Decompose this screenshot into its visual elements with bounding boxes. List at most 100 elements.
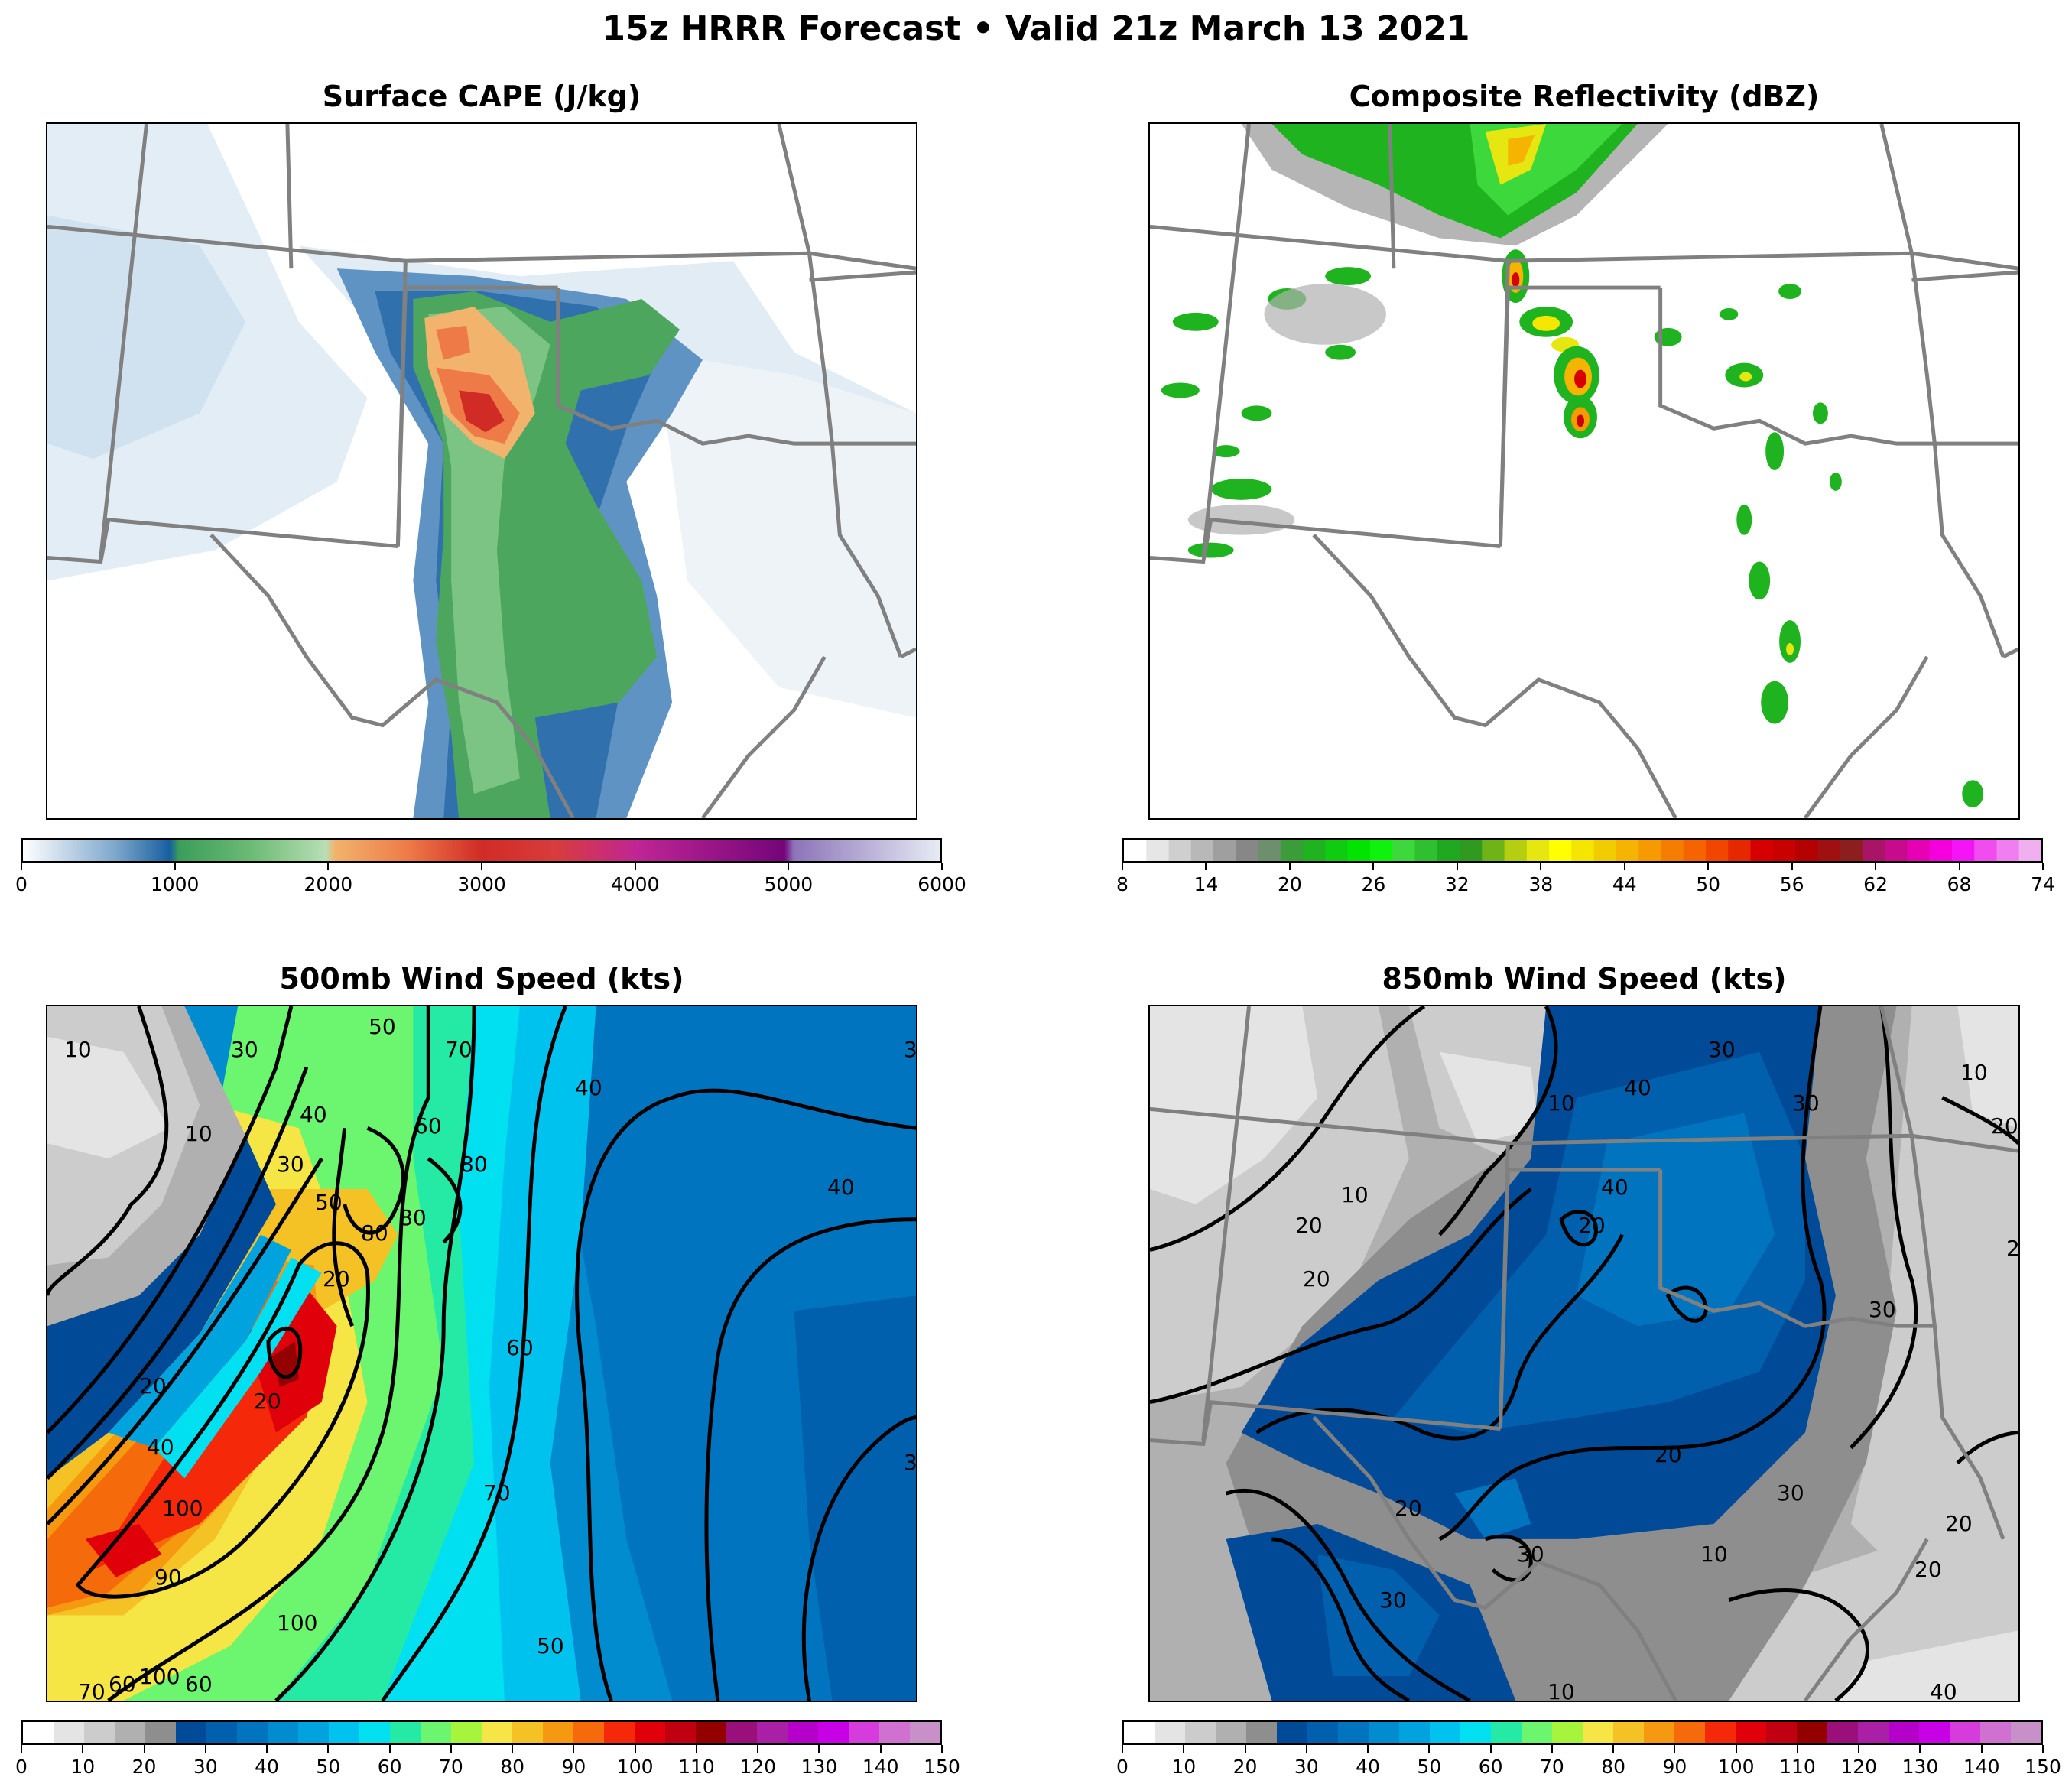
colorbar-swatch: [1460, 1722, 1492, 1743]
contour-label: 30: [1869, 1297, 1896, 1322]
contour-label: 100: [139, 1664, 180, 1689]
colorbar-tick-label: 5000: [764, 873, 814, 895]
colorbar-tickmark: [1183, 1745, 1185, 1753]
colorbar-swatch: [1521, 1722, 1553, 1743]
contour-label: 30: [904, 1450, 917, 1475]
colorbar-swatch: [1552, 1722, 1583, 1743]
colorbar-swatch: [849, 1722, 880, 1743]
colorbar-tickmark: [1875, 863, 1877, 870]
contour-label: 20: [139, 1373, 167, 1399]
colorbar-swatch: [1213, 840, 1236, 861]
colorbar-swatch: [53, 1722, 85, 1743]
colorbar-swatch: [451, 1722, 482, 1743]
contour-label: 30: [904, 1037, 917, 1062]
colorbar-tick-label: 100: [1717, 1756, 1755, 1778]
colorbar-swatch: [512, 1722, 544, 1743]
colorbar-swatch: [1704, 1722, 1736, 1743]
colorbar-tickmark: [1735, 1745, 1737, 1753]
colorbar-swatch: [298, 1722, 330, 1743]
colorbar-swatch: [1862, 840, 1885, 861]
colorbar-swatch: [910, 1722, 940, 1743]
colorbar-swatch: [1840, 840, 1863, 861]
colorbar-swatch: [1482, 840, 1505, 861]
colorbar-swatch: [482, 1722, 513, 1743]
colorbar-tick-label: 56: [1779, 873, 1804, 895]
colorbar-swatch: [1491, 1722, 1522, 1743]
colorbar-swatch: [1216, 1722, 1247, 1743]
colorbar-tick-label: 32: [1444, 873, 1470, 895]
colorbar-swatch: [757, 1722, 788, 1743]
panel-title-cape: Surface CAPE (J/kg): [322, 80, 641, 113]
colorbar-500mb: [21, 1720, 942, 1745]
colorbar-tickmark: [1958, 863, 1960, 870]
colorbar-tickmark: [1305, 1745, 1307, 1753]
colorbar-swatch: [268, 1722, 299, 1743]
contour-label: 100: [277, 1610, 318, 1636]
colorbar-swatch: [1638, 840, 1662, 861]
contour-label: 20: [254, 1389, 281, 1414]
colorbar-tickmark: [1980, 1745, 1983, 1753]
contour-label: 30: [231, 1037, 258, 1062]
colorbar-tick-label: 0: [15, 1756, 28, 1778]
colorbar-swatch: [787, 1722, 819, 1743]
colorbar-swatch: [1236, 840, 1259, 861]
colorbar-tickmark: [1919, 1745, 1921, 1753]
colorbar-swatch: [359, 1722, 391, 1743]
colorbar-tick-label: 80: [1601, 1756, 1626, 1778]
colorbar-swatch: [1705, 840, 1729, 861]
colorbar-tickmark: [481, 863, 482, 870]
colorbar-swatch: [420, 1722, 452, 1743]
colorbar-swatch: [1369, 840, 1393, 861]
colorbar-swatch: [84, 1722, 115, 1743]
contour-label: 70: [78, 1679, 106, 1702]
colorbar-swatch: [206, 1722, 238, 1743]
map-850mb: 1030304010204020203030203020202020401010…: [1148, 1005, 2020, 1702]
colorbar-swatch: [1858, 1722, 1889, 1743]
colorbar-tick-label: 110: [1779, 1756, 1816, 1778]
colorbar-tick-label: 40: [255, 1756, 279, 1778]
colorbar-tickmark: [634, 1745, 636, 1753]
colorbar-tick-label: 90: [561, 1756, 586, 1778]
colorbar-swatch: [390, 1722, 421, 1743]
colorbar-tickmark: [82, 1745, 84, 1753]
colorbar-swatch: [1392, 840, 1416, 861]
contour-label: 20: [1991, 1113, 2018, 1139]
colorbar-tick-label: 0: [1116, 1756, 1129, 1778]
colorbar-swatch: [603, 1722, 635, 1743]
colorbar-tickmark: [879, 1745, 882, 1753]
colorbar-reflectivity: [1122, 838, 2043, 863]
colorbar-swatch: [1616, 840, 1639, 861]
colorbar-tickmark: [1122, 863, 1123, 870]
colorbar-tickmark: [1623, 863, 1625, 870]
contour-label: 10: [1341, 1182, 1369, 1207]
colorbar-tickmark: [1551, 1745, 1553, 1753]
contour-label: 50: [537, 1633, 564, 1659]
contour-label: 20: [1295, 1213, 1323, 1238]
colorbar-swatch: [1245, 1722, 1278, 1743]
colorbar-swatch: [236, 1722, 268, 1743]
colorbar-tick-label: 4000: [610, 873, 660, 895]
colorbar-swatch: [1307, 1722, 1339, 1743]
contour-label: 10: [1548, 1679, 1575, 1702]
contour-label: 40: [300, 1102, 327, 1127]
colorbar-tick-label: 0: [15, 873, 28, 895]
colorbar-swatch: [1796, 1722, 1828, 1743]
colorbar-swatch: [1919, 1722, 1950, 1743]
contour-label: 10: [64, 1037, 92, 1062]
colorbar-tick-label: 6000: [917, 873, 966, 895]
contour-label: 100: [162, 1496, 203, 1521]
map-reflectivity: [1148, 122, 2020, 820]
colorbar-tick-label: 60: [1478, 1756, 1503, 1778]
colorbar-850mb: [1122, 1720, 2043, 1745]
contour-label: 30: [277, 1152, 304, 1177]
contour-label: 10: [1548, 1090, 1575, 1116]
colorbar-tick-label: 80: [500, 1756, 525, 1778]
colorbar-tickmark: [21, 1745, 22, 1753]
colorbar-swatch: [1683, 840, 1707, 861]
colorbar-swatch: [1146, 840, 1170, 861]
colorbar-tickmark: [327, 1745, 330, 1753]
colorbar-swatch: [1154, 1722, 1186, 1743]
colorbar-swatch: [1728, 840, 1752, 861]
colorbar-tickmark: [512, 1745, 514, 1753]
colorbar-tick-label: 60: [377, 1756, 402, 1778]
